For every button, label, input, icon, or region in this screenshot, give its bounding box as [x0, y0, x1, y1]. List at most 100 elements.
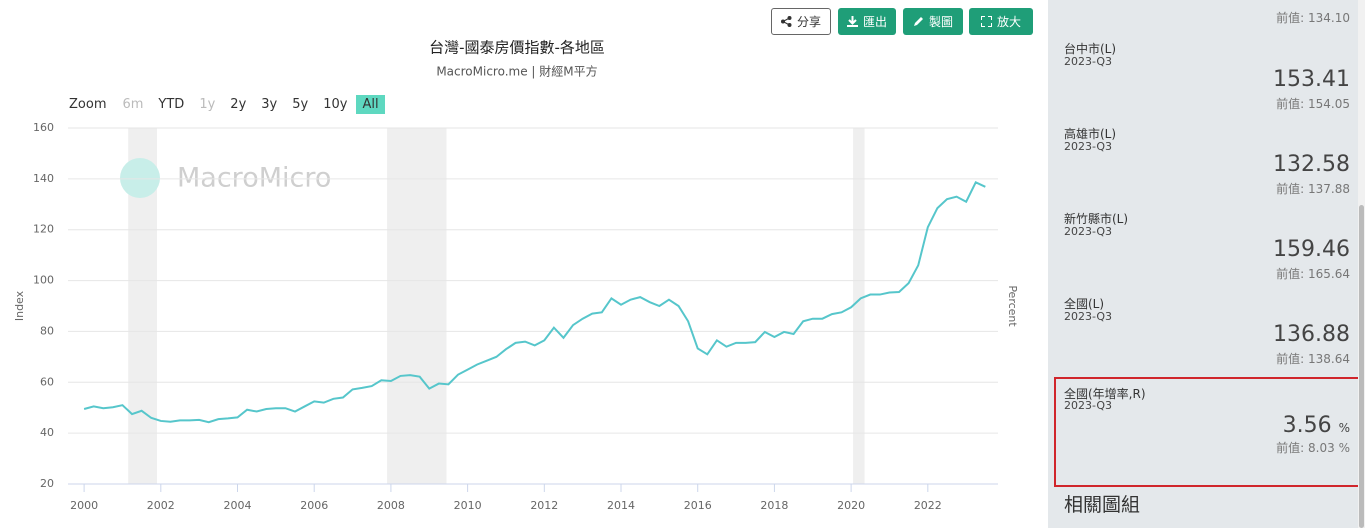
item-date: 2023-Q3: [1064, 225, 1113, 238]
zoom-bar: Zoom 6m YTD 1y 2y 3y 5y 10y All: [69, 94, 388, 115]
x-tick-label: 2016: [684, 499, 712, 512]
item-prev: 前值: 138.64: [1276, 350, 1350, 367]
button-label: 匯出: [862, 15, 887, 29]
prev-label: 前值:: [1276, 11, 1305, 25]
zoom-option: 1y: [199, 97, 216, 112]
y-tick-label: 100: [33, 274, 54, 287]
recession-band: [387, 128, 447, 484]
x-tick-label: 2002: [147, 499, 175, 512]
item-name: 全國(L): [1064, 297, 1105, 311]
zoom-option[interactable]: YTD: [158, 97, 185, 112]
icon: [780, 16, 792, 27]
zoom-option: 6m: [122, 97, 144, 112]
value: 153.41: [1273, 67, 1350, 92]
item-name: 全國(年增率,R): [1064, 387, 1146, 401]
prev-label: 前值:: [1276, 267, 1305, 281]
zoom-option[interactable]: 2y: [230, 97, 247, 112]
y-tick-label: 120: [33, 223, 54, 236]
zoom-option[interactable]: 3y: [261, 97, 278, 112]
sidebar-item: 前值: 134.10: [1064, 9, 1350, 27]
value: 136.88: [1273, 322, 1350, 347]
button-label: 分享: [796, 15, 821, 29]
y-tick-label: 160: [33, 121, 54, 134]
prev-label: 前值:: [1276, 441, 1305, 455]
sidebar-item: 高雄市(L) 2023-Q3 132.58 前值: 137.88: [1064, 125, 1350, 205]
prev-label: 前值:: [1276, 352, 1305, 366]
value: 159.46: [1273, 237, 1350, 262]
line-series: [83, 180, 986, 424]
button-label: 製圖: [928, 15, 953, 29]
y-tick-label: 140: [33, 172, 54, 185]
y-tick-label: 40: [40, 426, 54, 439]
item-name: 新竹縣市(L): [1064, 212, 1129, 226]
item-prev: 前值: 154.05: [1276, 95, 1350, 112]
x-tick-label: 2022: [914, 499, 942, 512]
item-prev: 前值: 165.64: [1276, 265, 1350, 282]
x-tick-label: 2012: [530, 499, 558, 512]
item-name: 台中市(L): [1064, 42, 1117, 56]
item-name: 高雄市(L): [1064, 127, 1117, 141]
item-value: 3.56 %: [1283, 413, 1350, 438]
recession-band: [853, 128, 865, 484]
x-tick-label: 2006: [300, 499, 328, 512]
item-value: 159.46: [1273, 237, 1350, 262]
watermark-icon: [120, 158, 160, 198]
item-value: 136.88: [1273, 322, 1350, 347]
x-tick-label: 2004: [224, 499, 252, 512]
unit: %: [1338, 421, 1350, 435]
prev-value: 8.03: [1308, 441, 1335, 455]
x-tick-label: 2014: [607, 499, 635, 512]
item-value: 153.41: [1273, 67, 1350, 92]
prev-value: 138.64: [1308, 352, 1350, 366]
x-tick-label: 2018: [760, 499, 788, 512]
item-date: 2023-Q3: [1064, 399, 1113, 412]
export-button[interactable]: 匯出: [838, 8, 896, 35]
item-date: 2023-Q3: [1064, 310, 1113, 323]
value: 3.56: [1282, 413, 1332, 438]
y-tick-label: 60: [40, 375, 54, 388]
share-button[interactable]: 分享: [771, 8, 831, 35]
button-label: 放大: [996, 15, 1021, 29]
x-tick-label: 2020: [837, 499, 865, 512]
prev-value: 137.88: [1308, 182, 1350, 196]
zoom-label: Zoom: [69, 97, 107, 112]
prev-value: 134.10: [1308, 11, 1350, 25]
item-prev: 前值: 8.03 %: [1276, 439, 1350, 456]
watermark: MacroMicro: [177, 163, 331, 194]
item-prev: 前值: 137.88: [1276, 180, 1350, 197]
x-tick-label: 2008: [377, 499, 405, 512]
x-tick-label: 2000: [70, 499, 98, 512]
draw-button[interactable]: 製圖: [903, 8, 963, 35]
scrollbar: [1358, 0, 1365, 528]
chart: 台灣-國泰房價指數-各地區 MacroMicro.me | 財經M平方 Macr…: [13, 39, 1019, 513]
icon: [846, 16, 858, 27]
expand-button[interactable]: 放大: [969, 8, 1033, 35]
zoom-option[interactable]: All: [356, 95, 385, 114]
item-date: 2023-Q3: [1064, 140, 1113, 153]
y-tick-label: 20: [40, 477, 54, 490]
y2-axis-label: Percent: [1006, 285, 1019, 327]
icon: [913, 17, 923, 26]
sidebar-item: 新竹縣市(L) 2023-Q3 159.46 前值: 165.64: [1064, 210, 1350, 290]
sidebar-item: 全國(年增率,R) 2023-Q3 3.56 % 前值: 8.03 %: [1054, 377, 1360, 487]
prev-value: 165.64: [1308, 267, 1350, 281]
x-tick-label: 2010: [454, 499, 482, 512]
chart-subtitle: MacroMicro.me | 財經M平方: [436, 64, 597, 79]
sidebar-item: 全國(L) 2023-Q3 136.88 前值: 138.64: [1064, 295, 1350, 375]
value: 132.58: [1273, 152, 1350, 177]
zoom-option[interactable]: 10y: [323, 97, 348, 112]
zoom-option[interactable]: 5y: [292, 97, 309, 112]
item-date: 2023-Q3: [1064, 55, 1113, 68]
section-title: 相關圖組: [1064, 494, 1141, 516]
chart-title: 台灣-國泰房價指數-各地區: [429, 39, 605, 57]
prev-label: 前值:: [1276, 182, 1305, 196]
scrollbar-thumb: [1359, 205, 1364, 528]
sidebar-item: 台中市(L) 2023-Q3 153.41 前值: 154.05: [1064, 40, 1350, 120]
prev-label: 前值:: [1276, 97, 1305, 111]
sidebar: 前值: 134.10 台中市(L) 2023-Q3 153.41 前值: 154.05…: [1048, 0, 1360, 528]
icon: [980, 16, 992, 27]
prev-value: 154.05: [1308, 97, 1350, 111]
item-value: 132.58: [1273, 152, 1350, 177]
y-axis-label: Index: [13, 290, 26, 321]
